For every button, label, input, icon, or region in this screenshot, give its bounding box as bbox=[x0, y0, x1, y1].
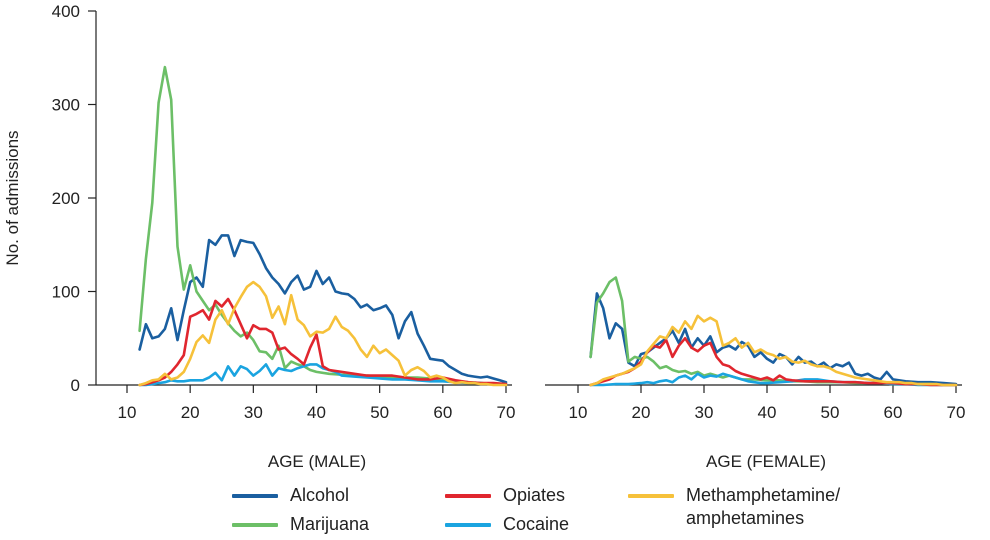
series-line-opiates-male bbox=[138, 297, 508, 387]
panel-male: 10 20 30 40 50 60 70 AGE (MALE) bbox=[96, 65, 516, 471]
x-tick-label-1-10: 10 bbox=[569, 403, 588, 422]
x-tick-label-0-70: 70 bbox=[497, 403, 516, 422]
x-tick-label-1-30: 30 bbox=[695, 403, 714, 422]
x-tick-label-1-20: 20 bbox=[632, 403, 651, 422]
y-tick-label-300: 300 bbox=[52, 96, 80, 115]
x-tick-label-0-10: 10 bbox=[118, 403, 137, 422]
y-tick-label-0: 0 bbox=[71, 376, 80, 395]
x-tick-label-1-60: 60 bbox=[884, 403, 903, 422]
x-tick-label-1-70: 70 bbox=[947, 403, 966, 422]
series-line-marijuana-female bbox=[589, 276, 958, 387]
series-line-alcohol-female bbox=[589, 292, 958, 386]
x-tick-label-0-60: 60 bbox=[433, 403, 452, 422]
y-tick-label-400: 400 bbox=[52, 2, 80, 21]
x-axis-label-0: AGE (MALE) bbox=[268, 452, 366, 471]
x-tick-label-1-50: 50 bbox=[821, 403, 840, 422]
x-tick-label-0-40: 40 bbox=[307, 403, 326, 422]
y-tick-label-100: 100 bbox=[52, 283, 80, 302]
series-line-marijuana-male bbox=[138, 65, 508, 386]
x-tick-label-0-50: 50 bbox=[370, 403, 389, 422]
x-tick-label-0-30: 30 bbox=[244, 403, 263, 422]
x-axis-label-1: AGE (FEMALE) bbox=[706, 452, 826, 471]
y-axis-label: No. of admissions bbox=[3, 130, 22, 265]
y-tick-label-200: 200 bbox=[52, 189, 80, 208]
series-line-meth-male bbox=[138, 280, 508, 387]
x-tick-label-1-40: 40 bbox=[758, 403, 777, 422]
series-line-alcohol-male bbox=[138, 234, 508, 384]
x-tick-label-0-20: 20 bbox=[181, 403, 200, 422]
series-line-cocaine-male bbox=[138, 363, 508, 387]
panel-female: 10 20 30 40 50 60 70 AGE (FEMALE) bbox=[545, 276, 966, 471]
series-line-meth-female bbox=[589, 314, 958, 387]
